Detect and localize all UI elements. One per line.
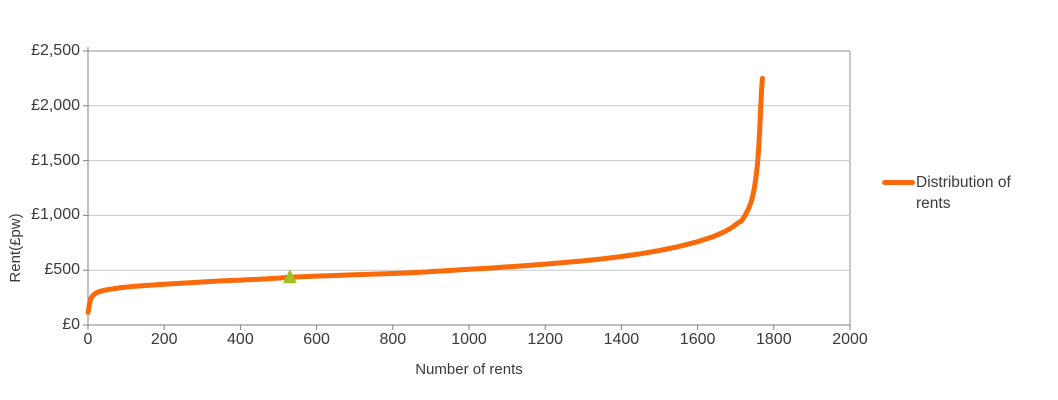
x-tick-label: 200 — [150, 331, 178, 348]
x-tick-label: 1200 — [527, 331, 563, 348]
y-axis-title: Rent(£pw) — [7, 213, 24, 283]
x-tick-label: 0 — [83, 331, 93, 348]
x-tick-label: 2000 — [832, 331, 868, 348]
legend-line-sample-icon — [882, 180, 915, 185]
x-tick-label: 400 — [227, 331, 254, 348]
x-tick-label: 1000 — [451, 331, 487, 348]
x-axis-title: Number of rents — [415, 361, 523, 378]
y-tick-label: £0 — [62, 316, 80, 333]
x-axis-ticks — [87, 325, 851, 330]
x-tick-label: 1600 — [679, 331, 716, 348]
marker-triangle-icon — [282, 269, 297, 284]
series-line — [85, 75, 765, 315]
y-tick-label: £2,000 — [31, 96, 80, 114]
legend-label: Distribution of rents — [916, 174, 1011, 212]
x-tick-label: 1400 — [603, 331, 640, 348]
axes — [83, 47, 850, 329]
y-tick-label: £1,000 — [31, 206, 80, 224]
gridlines — [88, 105, 850, 271]
y-axis-ticks — [83, 50, 88, 271]
y-tick-label: £500 — [44, 261, 80, 279]
x-tick-label: 800 — [379, 331, 407, 348]
y-tick-label: £1,500 — [31, 151, 80, 169]
legend: Distribution of rents — [882, 172, 1016, 214]
x-tick-label: 600 — [303, 331, 330, 348]
plot-border — [88, 50, 851, 325]
y-tick-label: £2,500 — [31, 42, 80, 59]
x-tick-label: 1800 — [756, 331, 792, 348]
